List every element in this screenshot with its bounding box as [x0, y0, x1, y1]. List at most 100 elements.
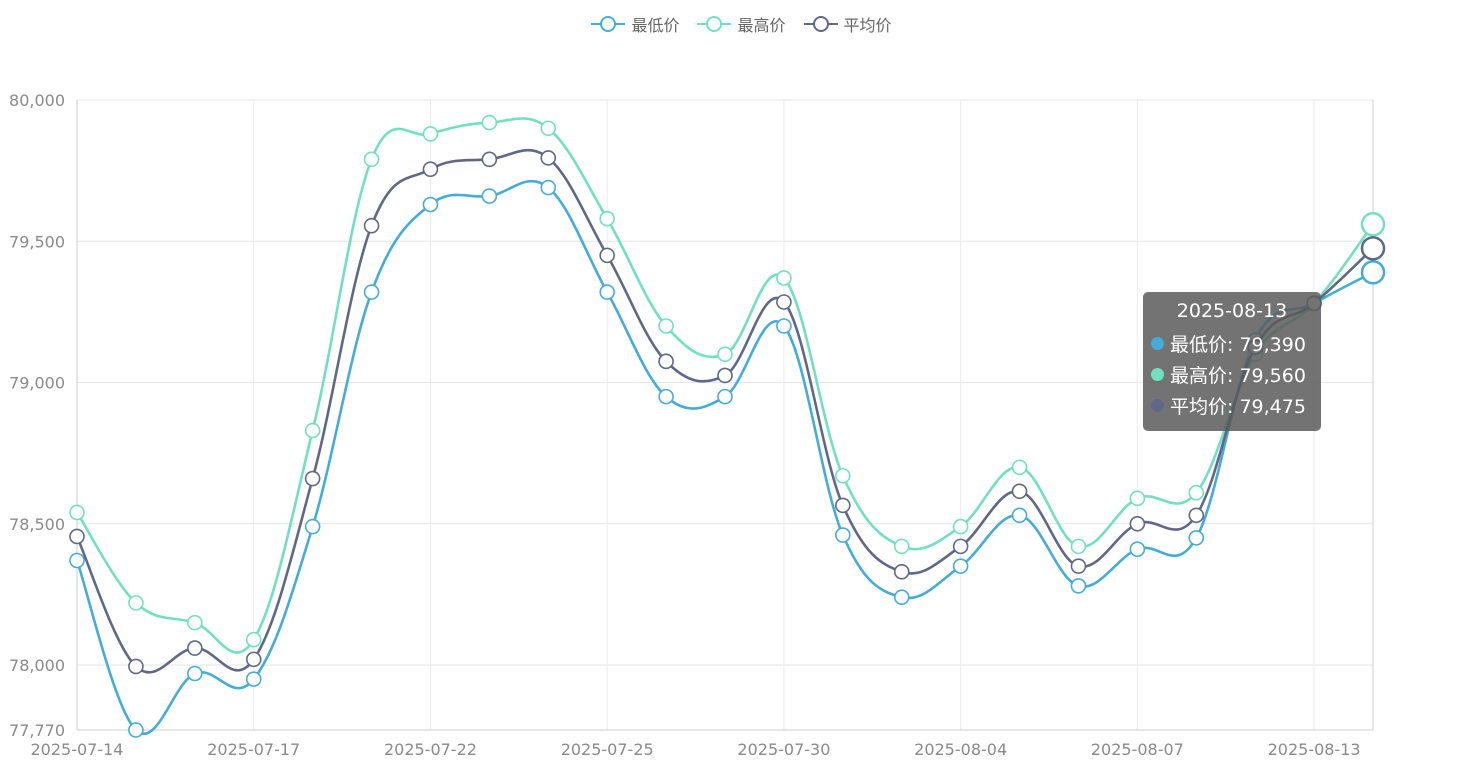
y-tick-label: 80,000 — [9, 91, 65, 110]
data-point — [717, 388, 733, 405]
tooltip-dot-high — [1151, 368, 1164, 381]
data-point — [69, 528, 85, 545]
data-point — [717, 367, 733, 384]
data-point — [69, 504, 85, 521]
data-point — [658, 318, 674, 334]
data-point — [1188, 530, 1205, 546]
series-2 — [69, 114, 1386, 654]
data-point — [128, 595, 144, 611]
tooltip-value-high: 最高价: 79,560 — [1170, 365, 1306, 387]
series-layer — [69, 114, 1386, 738]
tooltip-row-high: 最高价: 79,560 — [1151, 359, 1313, 390]
tooltip-dot-avg — [1151, 399, 1164, 412]
data-point — [245, 671, 262, 687]
data-point — [422, 196, 439, 213]
data-point — [481, 151, 498, 168]
grid-lines — [77, 99, 1373, 730]
data-point — [835, 527, 851, 543]
data-point — [128, 658, 144, 675]
data-point — [187, 665, 203, 682]
axes: 77,770 78,000 78,500 79,000 79,500 80,000 2025… — [9, 91, 1374, 759]
legend-item-avg[interactable]: 平均价 — [803, 12, 892, 36]
data-point — [717, 346, 733, 363]
legend-avg-line-icon — [803, 16, 838, 32]
tooltip: 2025-08-13 最低价: 79,390 最高价: 79,560 平均价: … — [1143, 292, 1321, 431]
data-point — [835, 497, 851, 514]
data-point — [1188, 507, 1205, 524]
y-tick-label: 79,500 — [9, 232, 65, 251]
legend-low-line-icon — [591, 16, 626, 32]
x-tick-label: 2025-07-14 — [31, 740, 124, 759]
data-point — [952, 558, 969, 574]
data-point — [540, 120, 557, 137]
data-point — [540, 179, 557, 196]
data-point — [187, 640, 203, 656]
data-point — [1129, 490, 1146, 507]
tooltip-dot-low — [1151, 337, 1164, 350]
legend-label-avg: 平均价 — [843, 16, 892, 35]
data-point — [952, 538, 969, 555]
data-point — [658, 353, 674, 370]
series-1 — [69, 179, 1386, 738]
data-point — [1070, 558, 1087, 574]
data-point — [363, 217, 380, 234]
x-tick-label: 2025-08-04 — [914, 740, 1007, 759]
y-tick-label: 79,000 — [9, 374, 65, 393]
y-tick-label: 78,500 — [9, 515, 65, 534]
data-point — [128, 722, 144, 738]
data-point — [422, 161, 439, 178]
data-point — [363, 284, 380, 300]
legend-label-low: 最低价 — [631, 16, 680, 35]
data-point — [304, 422, 321, 439]
x-tick-label: 2025-07-22 — [384, 740, 477, 759]
data-point — [69, 552, 85, 569]
data-point — [893, 563, 910, 580]
data-point — [776, 294, 792, 310]
y-tick-label: 78,000 — [9, 656, 65, 675]
series-3 — [69, 148, 1386, 675]
data-point — [893, 538, 910, 555]
data-point — [304, 470, 321, 487]
data-point — [1129, 541, 1146, 557]
y-tick-label: 77,770 — [9, 721, 65, 740]
data-point — [776, 270, 792, 286]
data-point — [893, 589, 910, 606]
legend: 最低价 最高价 平均价 — [0, 12, 1483, 36]
data-point — [1011, 459, 1028, 476]
series-line — [75, 180, 1374, 735]
tooltip-row-low: 最低价: 79,390 — [1151, 328, 1313, 359]
tooltip-row-avg: 平均价: 79,475 — [1151, 390, 1313, 421]
legend-item-high[interactable]: 最高价 — [697, 12, 786, 36]
data-point — [1070, 578, 1087, 594]
x-tick-label: 2025-07-25 — [561, 740, 654, 759]
data-point — [952, 518, 969, 535]
data-point — [1188, 484, 1205, 501]
data-point — [776, 318, 792, 334]
data-point — [187, 614, 203, 631]
legend-label-high: 最高价 — [737, 16, 786, 35]
data-point — [245, 651, 262, 668]
data-point — [1011, 507, 1028, 524]
x-tick-label: 2025-08-07 — [1091, 740, 1184, 759]
data-point — [422, 126, 439, 142]
data-point — [481, 188, 498, 204]
data-point — [599, 210, 615, 227]
data-point — [481, 114, 498, 131]
data-point — [304, 518, 321, 535]
data-point — [599, 247, 615, 264]
series-line — [75, 148, 1374, 674]
data-point — [599, 284, 615, 300]
legend-item-low[interactable]: 最低价 — [591, 12, 679, 36]
data-point — [1070, 538, 1087, 555]
data-point — [835, 467, 851, 484]
data-point — [1360, 260, 1386, 285]
data-point — [1011, 483, 1028, 500]
data-point — [1129, 515, 1146, 532]
legend-high-line-icon — [697, 16, 732, 32]
tooltip-title: 2025-08-13 — [1176, 300, 1288, 322]
data-point — [1360, 212, 1386, 237]
data-point — [658, 388, 674, 405]
x-tick-label: 2025-08-13 — [1268, 740, 1361, 759]
x-tick-label: 2025-07-30 — [737, 740, 830, 759]
